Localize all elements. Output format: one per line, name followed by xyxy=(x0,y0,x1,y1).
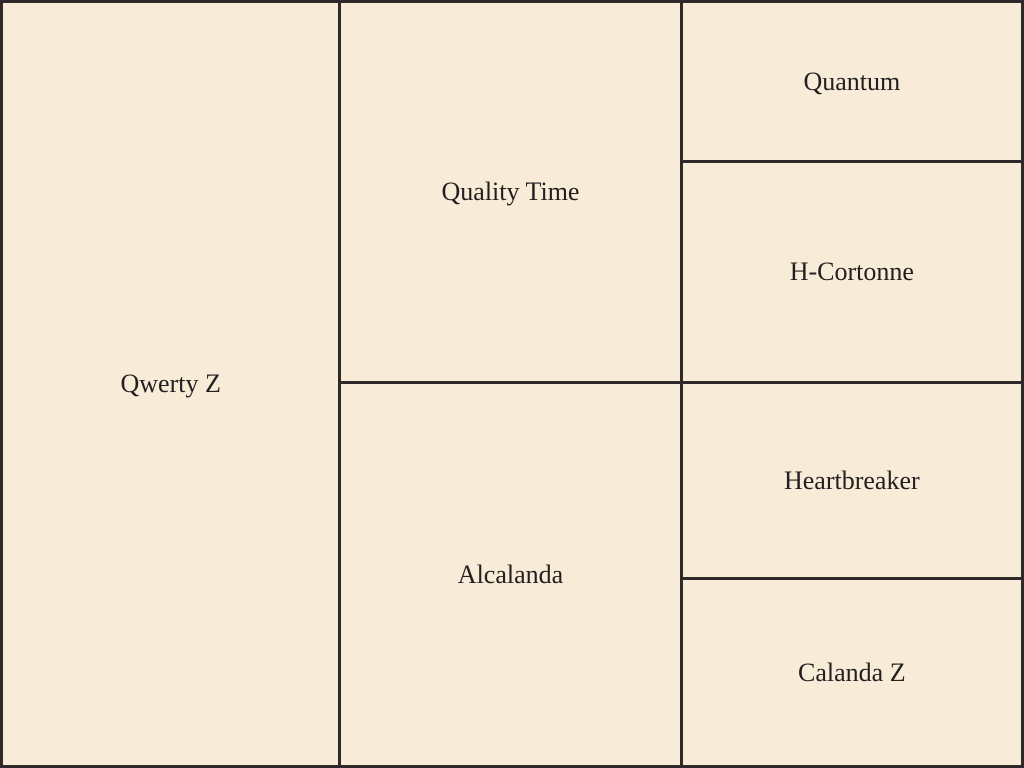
tree-mid-label-1: Alcalanda xyxy=(458,560,563,590)
tree-mid-label-0: Quality Time xyxy=(442,177,580,207)
tree-right-label-0: Quantum xyxy=(803,67,900,97)
tree-root-cell: Qwerty Z xyxy=(0,0,341,768)
tree-mid-cell-1: Alcalanda xyxy=(341,384,682,768)
tree-right-label-2: Heartbreaker xyxy=(784,466,920,496)
tree-diagram: Qwerty Z Quality Time Alcalanda Quantum … xyxy=(0,0,1024,768)
tree-right-cell-0: Quantum xyxy=(683,0,1024,163)
tree-right-label-3: Calanda Z xyxy=(798,658,906,688)
tree-mid-cell-0: Quality Time xyxy=(341,0,682,384)
tree-right-cell-3: Calanda Z xyxy=(683,580,1024,768)
tree-right-column: Quantum H-Cortonne Heartbreaker Calanda … xyxy=(683,0,1024,768)
tree-right-cell-1: H-Cortonne xyxy=(683,163,1024,384)
tree-right-label-1: H-Cortonne xyxy=(790,257,914,287)
tree-mid-column: Quality Time Alcalanda xyxy=(341,0,682,768)
tree-right-cell-2: Heartbreaker xyxy=(683,384,1024,580)
tree-root-label: Qwerty Z xyxy=(120,369,220,399)
